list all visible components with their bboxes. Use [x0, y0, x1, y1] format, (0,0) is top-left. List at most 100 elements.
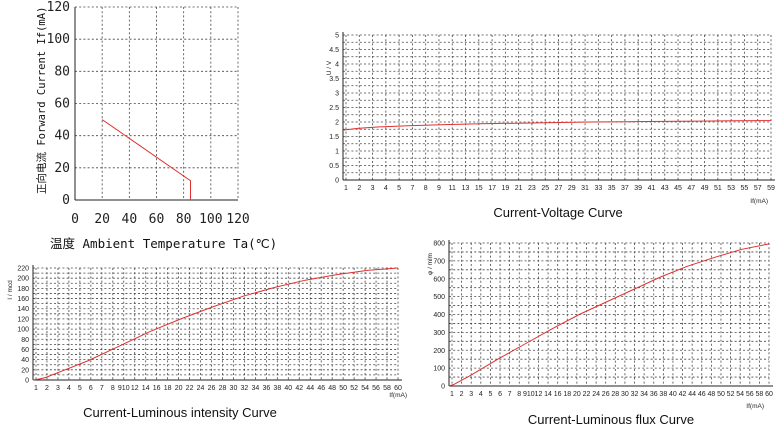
x-tick-label: 22: [186, 385, 194, 392]
x-tick-label: 50: [339, 385, 347, 392]
y-tick-label: 120: [47, 0, 70, 15]
y-axis-unit-label: φ / mlm: [427, 253, 434, 275]
x-tick-label: 2: [460, 391, 464, 398]
chart-title: Current-Voltage Curve: [493, 205, 622, 220]
x-tick-label: 44: [688, 391, 696, 398]
y-axis-unit-label: U / V: [326, 60, 333, 75]
x-tick-label: 13: [462, 185, 470, 192]
y-tick-label: 80: [54, 64, 70, 79]
y-tick-label: 800: [433, 241, 445, 248]
x-tick-label: 0: [71, 212, 79, 227]
y-tick-label: 1: [335, 149, 339, 156]
x-tick-label: 56: [746, 391, 754, 398]
y-tick-label: 200: [17, 276, 29, 283]
x-tick-label: 8: [111, 385, 115, 392]
x-tick-label: 7: [508, 391, 512, 398]
x-tick-label: 120: [226, 212, 249, 227]
x-tick-label: 910: [118, 385, 130, 392]
x-tick-label: 58: [383, 385, 391, 392]
x-axis-label: 温度 Ambient Temperature Ta(℃): [50, 236, 277, 251]
cv-series-line: [342, 120, 772, 131]
x-tick-label: 24: [592, 391, 600, 398]
y-tick-label: 0: [335, 178, 339, 185]
y-tick-label: 120: [17, 316, 29, 323]
x-tick-label: 24: [197, 385, 205, 392]
x-tick-label: 4: [479, 391, 483, 398]
x-tick-label: 26: [602, 391, 610, 398]
x-tick-label: 25: [541, 185, 549, 192]
x-tick-label: 11: [449, 185, 456, 192]
x-tick-label: 14: [142, 385, 150, 392]
y-tick-label: 40: [21, 357, 29, 364]
x-tick-label: 38: [273, 385, 281, 392]
x-tick-label: 16: [153, 385, 161, 392]
x-tick-label: 50: [717, 391, 725, 398]
y-tick-label: 20: [54, 161, 70, 176]
y-axis-label: 正向电流 Forward Current If(mA): [35, 7, 48, 194]
x-tick-label: 58: [755, 391, 763, 398]
x-tick-label: 31: [581, 185, 589, 192]
x-tick-label: 7: [100, 385, 104, 392]
x-tick-label: 80: [176, 212, 192, 227]
x-tick-label: 35: [608, 185, 616, 192]
y-tick-label: 300: [433, 330, 445, 337]
x-tick-label: 49: [701, 185, 709, 192]
x-tick-label: 6: [89, 385, 93, 392]
x-tick-label: 15: [475, 185, 483, 192]
cv-chart: 00.511.522.533.544.551 2 3 4 5 7 8 9 11 13 15 17 19 2…: [326, 32, 775, 220]
y-tick-label: 40: [54, 129, 70, 144]
y-tick-label: 5: [335, 33, 339, 40]
clf-grid: [449, 242, 770, 387]
x-tick-label: 26: [208, 385, 216, 392]
x-tick-label: 33: [594, 185, 602, 192]
x-tick-label: 60: [149, 212, 165, 227]
x-tick-label: 21: [515, 185, 523, 192]
x-tick-label: 60: [394, 385, 402, 392]
x-tick-label: 48: [328, 385, 336, 392]
x-tick-label: 1: [344, 185, 348, 192]
x-tick-label: 1: [450, 391, 454, 398]
y-tick-label: 0: [441, 384, 445, 391]
x-tick-label: 17: [488, 185, 496, 192]
y-tick-label: 140: [17, 306, 29, 313]
y-tick-label: 0: [25, 378, 29, 385]
x-tick-label: 48: [707, 391, 715, 398]
x-tick-label: 1: [34, 385, 38, 392]
x-tick-label: 52: [727, 391, 735, 398]
x-tick-label: 40: [122, 212, 138, 227]
x-tick-label: 46: [698, 391, 706, 398]
y-tick-label: 0.5: [329, 163, 339, 170]
x-tick-label: 32: [241, 385, 249, 392]
x-tick-label: 14: [544, 391, 552, 398]
y-tick-label: 60: [21, 347, 29, 354]
x-tick-label: 22: [583, 391, 591, 398]
cv-grid: [343, 34, 772, 181]
y-tick-label: 600: [433, 276, 445, 283]
x-tick-label: 56: [372, 385, 380, 392]
x-tick-label: 27: [555, 185, 563, 192]
x-tick-label: 60: [765, 391, 773, 398]
derating-series-line: [101, 119, 191, 200]
x-tick-label: 57: [754, 185, 762, 192]
x-tick-label: 5: [397, 185, 401, 192]
x-tick-label: 53: [727, 185, 735, 192]
x-tick-label: 42: [295, 385, 303, 392]
x-tick-label: 23: [528, 185, 536, 192]
y-tick-label: 700: [433, 258, 445, 265]
x-tick-label: 54: [736, 391, 744, 398]
x-tick-label: 28: [611, 391, 619, 398]
x-tick-label: 30: [621, 391, 629, 398]
y-tick-label: 220: [17, 266, 29, 273]
x-tick-label: 55: [741, 185, 749, 192]
x-tick-label: 59: [767, 185, 775, 192]
x-tick-label: 100: [199, 212, 222, 227]
y-tick-label: 180: [17, 286, 29, 293]
x-tick-label: 34: [640, 391, 648, 398]
x-tick-label: 8: [517, 391, 521, 398]
y-tick-label: 3.5: [329, 76, 339, 83]
x-tick-label: 54: [361, 385, 369, 392]
x-tick-label: 3: [371, 185, 375, 192]
